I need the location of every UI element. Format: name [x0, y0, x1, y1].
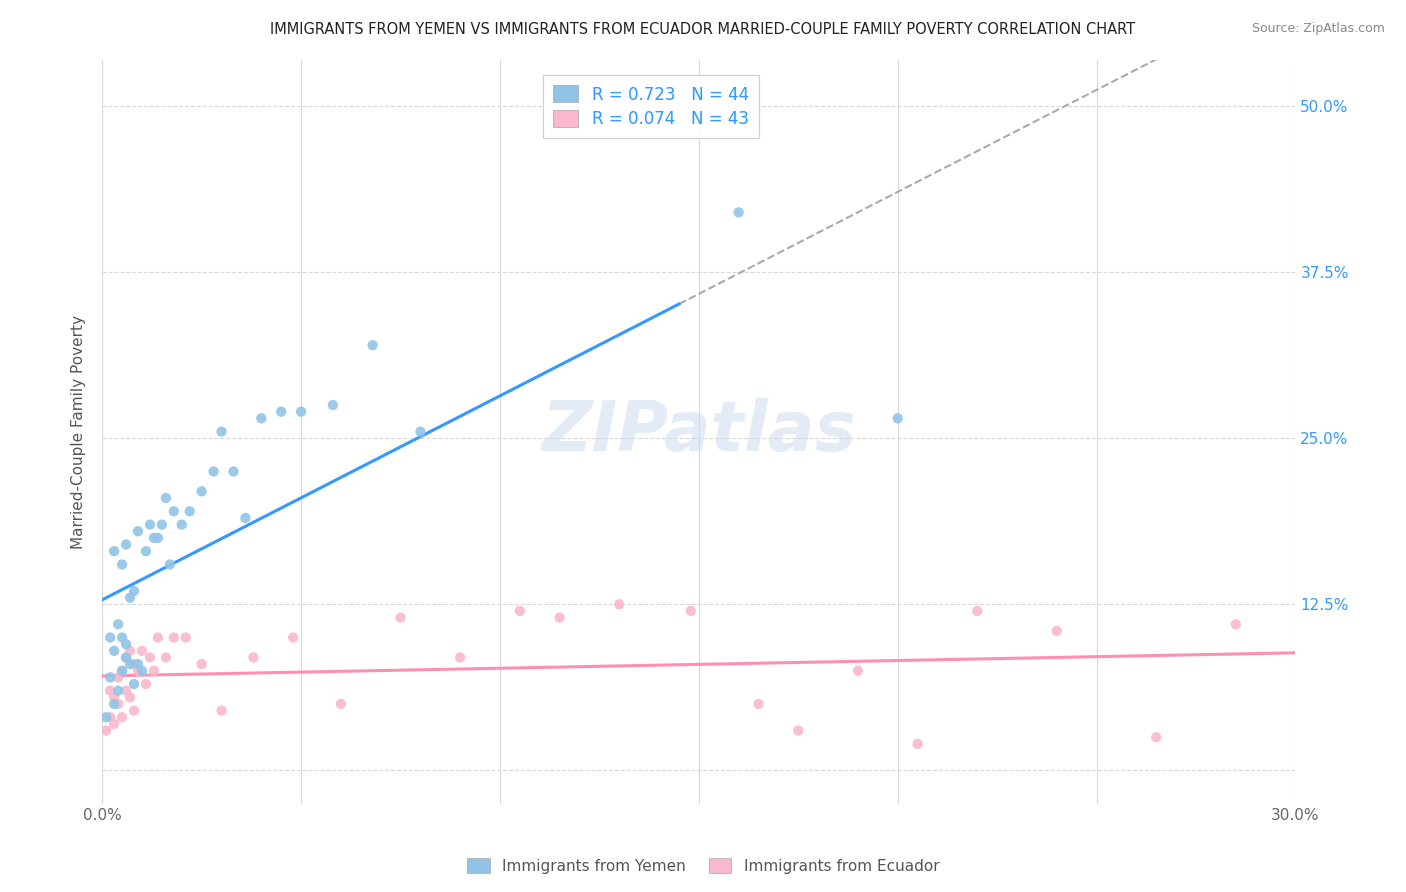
Point: [727, 205, 749, 219]
Point: [322, 398, 344, 412]
Point: [127, 657, 149, 672]
Point: [1046, 624, 1069, 638]
Point: [103, 644, 125, 658]
Point: [111, 664, 134, 678]
Point: [103, 717, 125, 731]
Point: [122, 657, 145, 672]
Point: [111, 631, 134, 645]
Point: [155, 650, 177, 665]
Point: [846, 664, 869, 678]
Point: [222, 465, 245, 479]
Point: [122, 704, 145, 718]
Point: [190, 484, 212, 499]
Point: [1144, 730, 1167, 744]
Legend: R = 0.723   N = 44, R = 0.074   N = 43: R = 0.723 N = 44, R = 0.074 N = 43: [543, 75, 759, 138]
Point: [115, 650, 138, 665]
Point: [118, 657, 141, 672]
Point: [127, 664, 149, 678]
Point: [107, 670, 129, 684]
Point: [163, 631, 186, 645]
Point: [107, 683, 129, 698]
Point: [115, 537, 138, 551]
Point: [679, 604, 702, 618]
Point: [163, 504, 186, 518]
Point: [179, 504, 201, 518]
Point: [211, 704, 233, 718]
Point: [103, 697, 125, 711]
Point: [329, 697, 352, 711]
Point: [96, 710, 118, 724]
Point: [118, 591, 141, 605]
Point: [250, 411, 273, 425]
Point: [409, 425, 432, 439]
Point: [115, 637, 138, 651]
Point: [118, 644, 141, 658]
Point: [135, 544, 157, 558]
Point: [103, 690, 125, 705]
Point: [107, 697, 129, 711]
Point: [159, 558, 181, 572]
Point: [118, 690, 141, 705]
Point: [139, 650, 162, 665]
Point: [122, 677, 145, 691]
Point: [122, 584, 145, 599]
Legend: Immigrants from Yemen, Immigrants from Ecuador: Immigrants from Yemen, Immigrants from E…: [461, 852, 945, 880]
Point: [242, 650, 264, 665]
Point: [509, 604, 531, 618]
Point: [111, 664, 134, 678]
Y-axis label: Married-Couple Family Poverty: Married-Couple Family Poverty: [72, 315, 86, 549]
Point: [907, 737, 929, 751]
Point: [146, 531, 169, 545]
Point: [131, 664, 153, 678]
Point: [270, 405, 292, 419]
Point: [96, 723, 118, 738]
Text: IMMIGRANTS FROM YEMEN VS IMMIGRANTS FROM ECUADOR MARRIED-COUPLE FAMILY POVERTY C: IMMIGRANTS FROM YEMEN VS IMMIGRANTS FROM…: [270, 22, 1136, 37]
Point: [211, 425, 233, 439]
Point: [111, 710, 134, 724]
Point: [139, 517, 162, 532]
Point: [389, 610, 412, 624]
Point: [111, 558, 134, 572]
Point: [548, 610, 571, 624]
Point: [98, 710, 121, 724]
Point: [747, 697, 769, 711]
Point: [135, 677, 157, 691]
Point: [98, 631, 121, 645]
Point: [281, 631, 304, 645]
Point: [449, 650, 471, 665]
Point: [966, 604, 988, 618]
Point: [142, 531, 165, 545]
Point: [170, 517, 193, 532]
Point: [98, 670, 121, 684]
Point: [103, 544, 125, 558]
Point: [361, 338, 384, 352]
Point: [1225, 617, 1247, 632]
Point: [127, 524, 149, 539]
Point: [202, 465, 225, 479]
Point: [142, 664, 165, 678]
Point: [131, 644, 153, 658]
Point: [607, 597, 630, 611]
Point: [98, 683, 121, 698]
Point: [150, 517, 173, 532]
Point: [115, 683, 138, 698]
Point: [115, 650, 138, 665]
Point: [886, 411, 908, 425]
Point: [235, 511, 257, 525]
Point: [146, 631, 169, 645]
Point: [190, 657, 212, 672]
Point: [155, 491, 177, 505]
Text: Source: ZipAtlas.com: Source: ZipAtlas.com: [1251, 22, 1385, 36]
Text: ZIPatlas: ZIPatlas: [541, 398, 856, 465]
Point: [787, 723, 810, 738]
Point: [174, 631, 197, 645]
Point: [107, 617, 129, 632]
Point: [290, 405, 312, 419]
